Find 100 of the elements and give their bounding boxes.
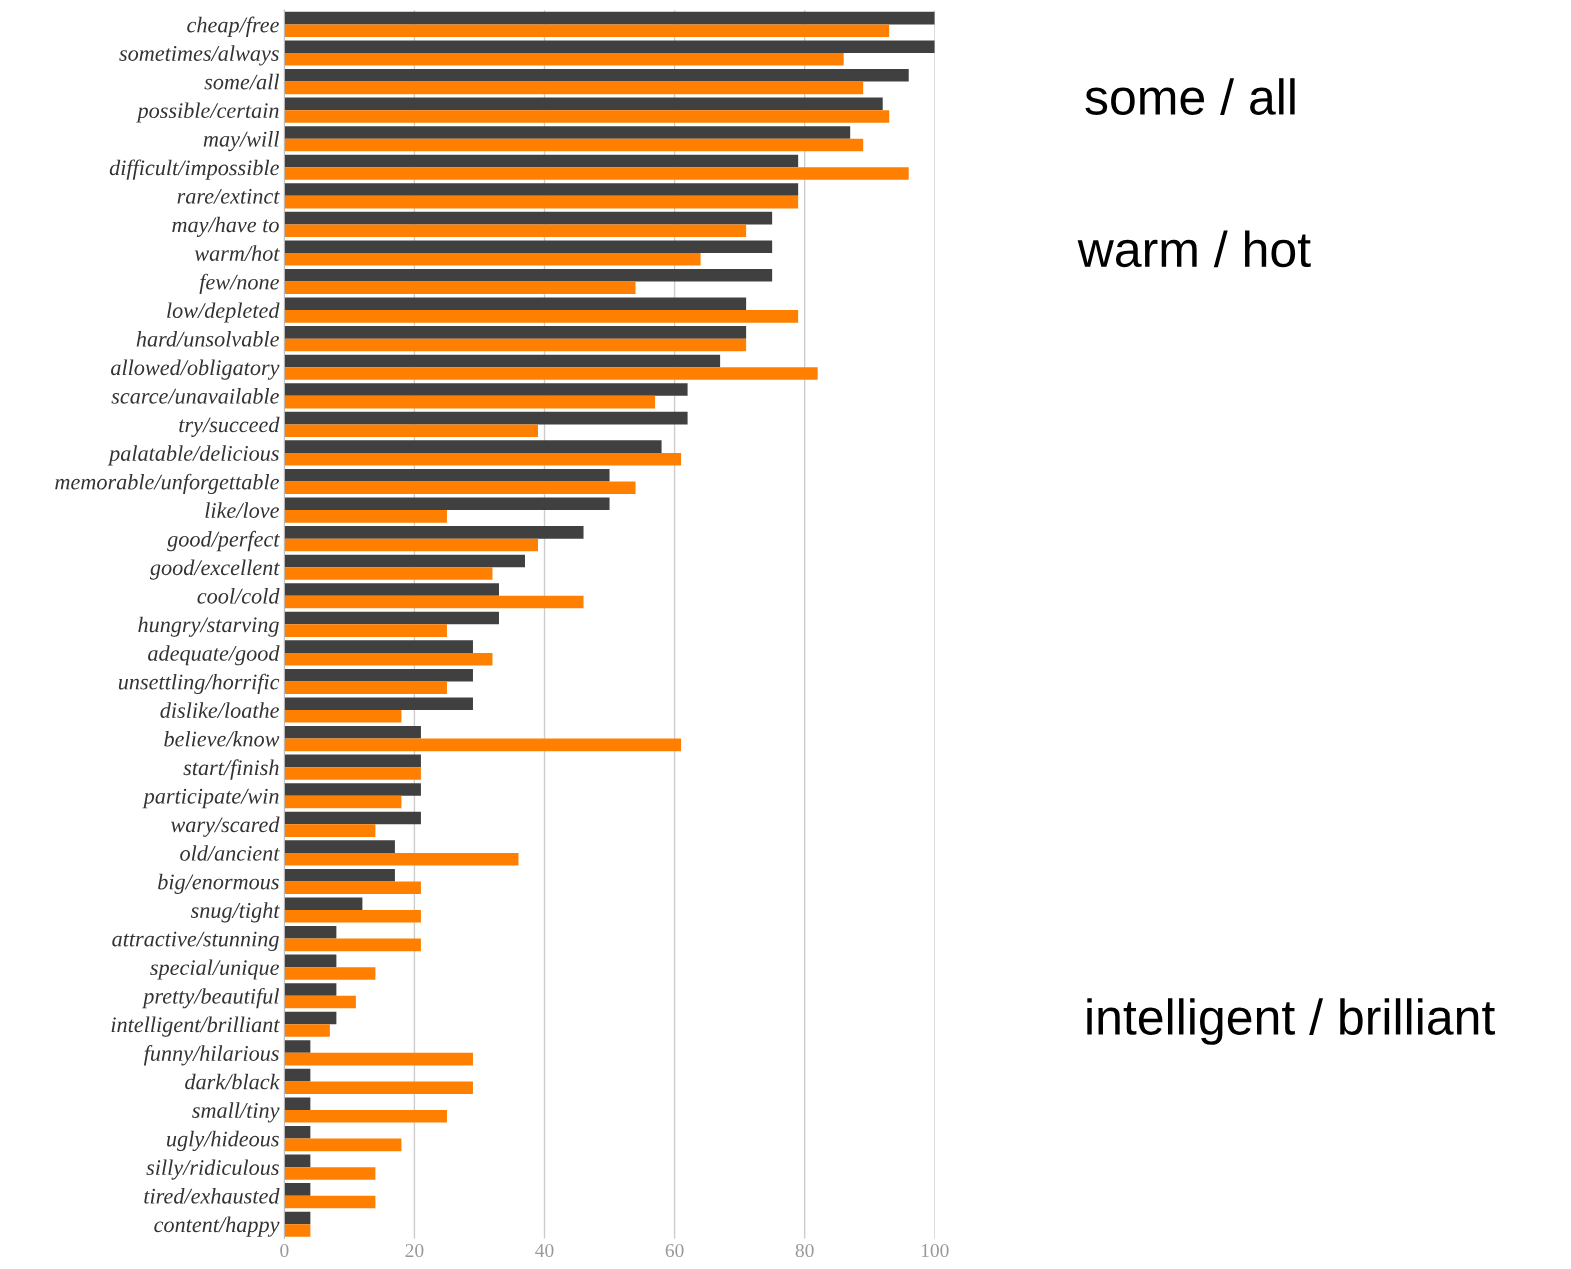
y-tick-label: believe/know bbox=[164, 730, 280, 747]
bar bbox=[284, 624, 447, 637]
y-tick-label: participate/win bbox=[142, 788, 279, 809]
bar bbox=[284, 1024, 330, 1037]
bar bbox=[284, 126, 851, 139]
y-tick-label: pretty/beautiful bbox=[142, 987, 279, 1009]
bar bbox=[284, 195, 799, 209]
bar bbox=[284, 681, 447, 695]
bar bbox=[284, 440, 662, 453]
bar bbox=[284, 1211, 311, 1225]
y-tick-label: rare/extinct bbox=[177, 188, 280, 204]
bar bbox=[284, 510, 447, 523]
y-tick-label: content/happy bbox=[154, 1216, 280, 1237]
y-tick-label: small/tiny bbox=[192, 1102, 280, 1123]
bar bbox=[284, 452, 682, 466]
bar bbox=[284, 640, 473, 653]
y-tick-label: dark/black bbox=[185, 1073, 280, 1090]
y-tick-label: big/enormous bbox=[158, 873, 279, 894]
y-tick-label: like/love bbox=[205, 502, 279, 519]
bar bbox=[284, 497, 610, 511]
y-tick-label: palatable/delicious bbox=[107, 445, 279, 466]
text: intelligent / brilliant bbox=[1087, 998, 1495, 1045]
bar bbox=[284, 252, 701, 266]
bar bbox=[284, 967, 376, 980]
bar bbox=[284, 595, 584, 609]
bar bbox=[284, 1154, 311, 1168]
bar bbox=[284, 1183, 311, 1196]
y-tick-label: possible/certain bbox=[136, 102, 279, 123]
bar bbox=[284, 1224, 311, 1237]
bar bbox=[284, 611, 499, 625]
x-tick-label: 100 bbox=[921, 1243, 949, 1258]
bar bbox=[284, 1138, 402, 1152]
bar bbox=[284, 224, 747, 237]
bar bbox=[284, 583, 499, 596]
y-tick-label: snug/tight bbox=[190, 902, 280, 923]
bar bbox=[284, 1068, 311, 1082]
bar bbox=[284, 738, 682, 752]
bar bbox=[284, 554, 525, 568]
bar bbox=[284, 1109, 447, 1123]
y-tick-label: ugly/hideous bbox=[167, 1130, 279, 1152]
bar bbox=[284, 983, 337, 996]
y-tick-label: hard/unsolvable bbox=[136, 330, 279, 347]
y-tick-label: adequate/good bbox=[148, 645, 280, 666]
bar bbox=[284, 1011, 337, 1025]
bar bbox=[284, 481, 636, 495]
y-tick-label: memorable/unforgettable bbox=[55, 473, 279, 495]
y-tick-label: special/unique bbox=[150, 959, 279, 980]
bar bbox=[284, 910, 421, 923]
y-tick-label: warm/hot bbox=[194, 245, 280, 261]
bar bbox=[284, 297, 747, 311]
bar bbox=[284, 411, 688, 425]
x-tick-label: 0 bbox=[280, 1243, 289, 1258]
y-tick-label: silly/ridiculous bbox=[146, 1159, 279, 1180]
bar bbox=[284, 40, 935, 53]
text: some / all bbox=[1085, 78, 1295, 115]
bar bbox=[284, 24, 890, 38]
y-tick-label: difficult/impossible bbox=[109, 159, 279, 180]
bar bbox=[284, 367, 818, 380]
bar bbox=[284, 754, 421, 768]
bar bbox=[284, 668, 473, 682]
y-tick-label: sometimes/always bbox=[119, 45, 279, 66]
bar bbox=[284, 1195, 376, 1209]
bar bbox=[284, 783, 421, 796]
bar bbox=[284, 726, 421, 739]
bar bbox=[284, 567, 493, 580]
y-tick-label: try/succeed bbox=[179, 416, 280, 437]
x-tick-label: 60 bbox=[665, 1243, 684, 1258]
bar bbox=[284, 868, 395, 882]
bar bbox=[284, 468, 610, 482]
bar bbox=[284, 1097, 311, 1110]
y-tick-label: dislike/loathe bbox=[160, 702, 279, 718]
x-tick-label: 40 bbox=[535, 1243, 554, 1258]
bar bbox=[284, 1081, 473, 1094]
y-tick-label: few/none bbox=[199, 273, 279, 295]
bar bbox=[284, 310, 799, 323]
bar bbox=[284, 69, 909, 82]
text: warm / hot bbox=[1077, 230, 1311, 268]
bar bbox=[284, 1040, 311, 1053]
bar bbox=[284, 338, 747, 352]
bar bbox=[284, 938, 421, 952]
y-tick-label: funny/hilarious bbox=[143, 1045, 279, 1066]
bar bbox=[284, 1052, 473, 1066]
bar bbox=[284, 167, 909, 180]
y-tick-label: may/will bbox=[203, 130, 279, 152]
y-tick-label: good/perfect bbox=[167, 530, 280, 552]
bar bbox=[284, 824, 376, 837]
y-tick-label: some/all bbox=[204, 73, 279, 90]
bar bbox=[284, 354, 721, 368]
y-tick-label: old/ancient bbox=[180, 845, 280, 861]
bar bbox=[284, 840, 395, 853]
bar bbox=[284, 1167, 376, 1180]
bar bbox=[284, 811, 421, 825]
bar bbox=[284, 240, 773, 253]
bar bbox=[284, 852, 519, 866]
bar bbox=[284, 538, 538, 552]
bar bbox=[284, 954, 337, 968]
bar bbox=[284, 326, 747, 339]
y-tick-label: start/finish bbox=[183, 759, 279, 780]
bar bbox=[284, 652, 493, 666]
y-tick-label: may/have to bbox=[172, 216, 279, 237]
